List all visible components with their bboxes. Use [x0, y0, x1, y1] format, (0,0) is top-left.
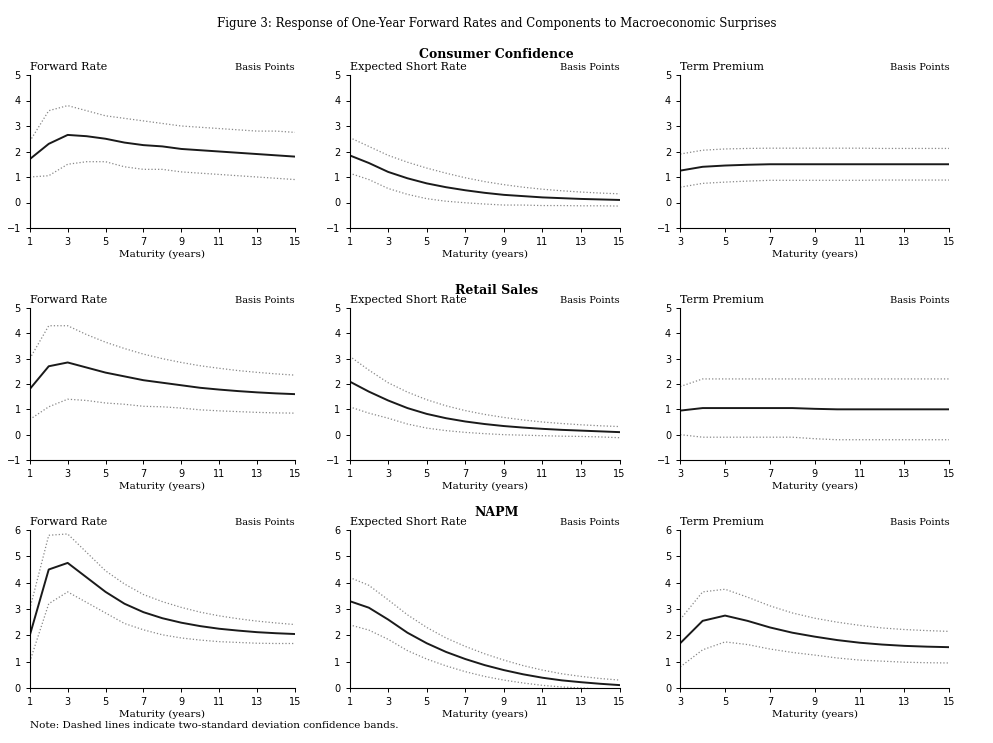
Text: Forward Rate: Forward Rate — [30, 517, 107, 527]
Text: Expected Short Rate: Expected Short Rate — [350, 62, 467, 72]
X-axis label: Maturity (years): Maturity (years) — [119, 250, 206, 259]
X-axis label: Maturity (years): Maturity (years) — [442, 481, 527, 491]
Text: Note: Dashed lines indicate two-standard deviation confidence bands.: Note: Dashed lines indicate two-standard… — [30, 721, 398, 730]
Text: Forward Rate: Forward Rate — [30, 62, 107, 72]
Text: Forward Rate: Forward Rate — [30, 295, 107, 305]
X-axis label: Maturity (years): Maturity (years) — [772, 250, 858, 259]
Text: Term Premium: Term Premium — [680, 517, 765, 527]
X-axis label: Maturity (years): Maturity (years) — [772, 481, 858, 491]
Text: NAPM: NAPM — [475, 505, 518, 519]
Text: Expected Short Rate: Expected Short Rate — [350, 295, 467, 305]
Text: Basis Points: Basis Points — [890, 296, 949, 305]
Text: Basis Points: Basis Points — [560, 296, 620, 305]
Text: Term Premium: Term Premium — [680, 62, 765, 72]
Text: Basis Points: Basis Points — [560, 518, 620, 527]
Text: Basis Points: Basis Points — [235, 518, 295, 527]
Text: Basis Points: Basis Points — [235, 63, 295, 72]
X-axis label: Maturity (years): Maturity (years) — [119, 481, 206, 491]
Text: Expected Short Rate: Expected Short Rate — [350, 517, 467, 527]
X-axis label: Maturity (years): Maturity (years) — [442, 250, 527, 259]
Text: Figure 3: Response of One-Year Forward Rates and Components to Macroeconomic Sur: Figure 3: Response of One-Year Forward R… — [216, 17, 777, 30]
Text: Retail Sales: Retail Sales — [455, 284, 538, 296]
Text: Term Premium: Term Premium — [680, 295, 765, 305]
Text: Basis Points: Basis Points — [235, 296, 295, 305]
Text: Basis Points: Basis Points — [890, 63, 949, 72]
X-axis label: Maturity (years): Maturity (years) — [772, 710, 858, 719]
X-axis label: Maturity (years): Maturity (years) — [442, 710, 527, 719]
Text: Basis Points: Basis Points — [890, 518, 949, 527]
Text: Basis Points: Basis Points — [560, 63, 620, 72]
Text: Consumer Confidence: Consumer Confidence — [419, 48, 574, 62]
X-axis label: Maturity (years): Maturity (years) — [119, 710, 206, 719]
